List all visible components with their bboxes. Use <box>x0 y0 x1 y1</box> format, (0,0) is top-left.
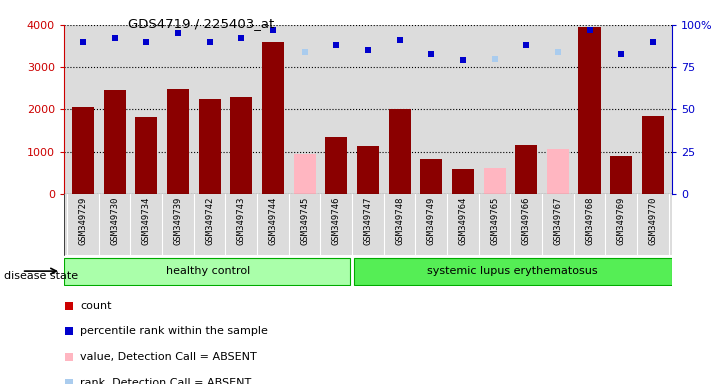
Bar <box>325 137 348 194</box>
Text: systemic lupus erythematosus: systemic lupus erythematosus <box>427 265 597 275</box>
Text: GSM349748: GSM349748 <box>395 197 404 245</box>
Bar <box>452 169 474 194</box>
Bar <box>642 116 664 194</box>
Text: GSM349768: GSM349768 <box>585 197 594 245</box>
Text: GSM349764: GSM349764 <box>459 197 467 245</box>
Text: GSM349742: GSM349742 <box>205 197 214 245</box>
Bar <box>104 90 126 194</box>
Text: GSM349770: GSM349770 <box>648 197 658 245</box>
Bar <box>230 97 252 194</box>
Bar <box>135 117 157 194</box>
Text: GSM349744: GSM349744 <box>269 197 277 245</box>
Bar <box>354 258 672 285</box>
Text: count: count <box>80 301 112 311</box>
Bar <box>579 27 601 194</box>
Bar <box>515 146 538 194</box>
Text: GSM349766: GSM349766 <box>522 197 530 245</box>
Text: GSM349747: GSM349747 <box>363 197 373 245</box>
Bar <box>72 107 94 194</box>
Bar <box>262 42 284 194</box>
Bar <box>547 149 569 194</box>
Bar <box>610 156 632 194</box>
Text: GSM349769: GSM349769 <box>616 197 626 245</box>
Text: percentile rank within the sample: percentile rank within the sample <box>80 326 268 336</box>
Bar <box>294 154 316 194</box>
Bar <box>198 99 220 194</box>
Bar <box>483 168 506 194</box>
Text: GSM349743: GSM349743 <box>237 197 246 245</box>
Text: GSM349746: GSM349746 <box>332 197 341 245</box>
Text: GSM349734: GSM349734 <box>141 197 151 245</box>
Text: GSM349749: GSM349749 <box>427 197 436 245</box>
Text: rank, Detection Call = ABSENT: rank, Detection Call = ABSENT <box>80 378 251 384</box>
Text: value, Detection Call = ABSENT: value, Detection Call = ABSENT <box>80 352 257 362</box>
Text: GDS4719 / 225403_at: GDS4719 / 225403_at <box>128 17 274 30</box>
Text: GSM349767: GSM349767 <box>553 197 562 245</box>
Text: healthy control: healthy control <box>166 265 250 275</box>
Text: GSM349739: GSM349739 <box>173 197 183 245</box>
Text: GSM349729: GSM349729 <box>78 197 87 245</box>
Bar <box>64 258 350 285</box>
Text: GSM349745: GSM349745 <box>300 197 309 245</box>
Bar <box>388 109 411 194</box>
Text: GSM349730: GSM349730 <box>110 197 119 245</box>
Bar <box>167 89 189 194</box>
Text: disease state: disease state <box>4 271 77 281</box>
Bar <box>420 159 442 194</box>
Bar <box>357 146 379 194</box>
Text: GSM349765: GSM349765 <box>490 197 499 245</box>
